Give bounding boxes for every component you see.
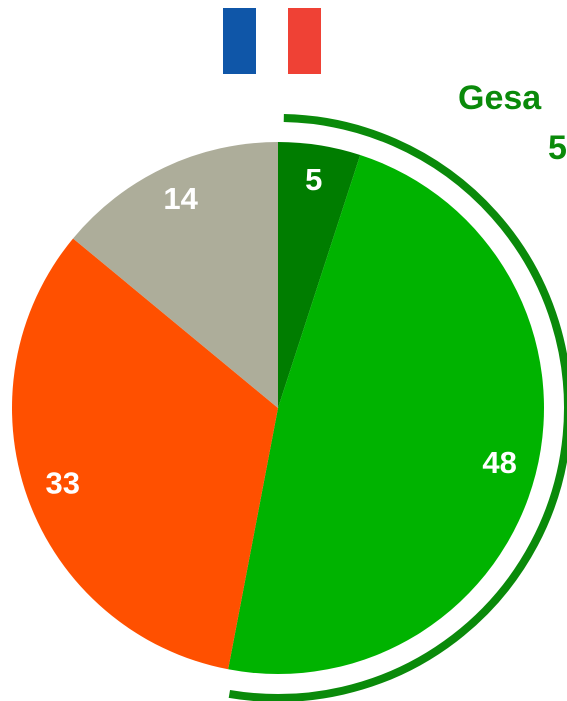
data-label: 14 [163, 181, 198, 216]
pie-slice [73, 142, 278, 408]
flag-red [288, 8, 321, 74]
flag-blue [223, 8, 256, 74]
flag [223, 8, 321, 74]
pie-slice [278, 142, 361, 408]
data-label: 48 [482, 445, 516, 480]
data-label: 5 [305, 162, 322, 197]
pie-slice [11, 238, 279, 670]
pie-slice [228, 155, 545, 674]
data-label: 33 [46, 466, 80, 501]
pie: 5 48 33 14 [11, 114, 567, 701]
annotation: 5 [548, 129, 567, 167]
annotation: Gesa [458, 79, 542, 117]
